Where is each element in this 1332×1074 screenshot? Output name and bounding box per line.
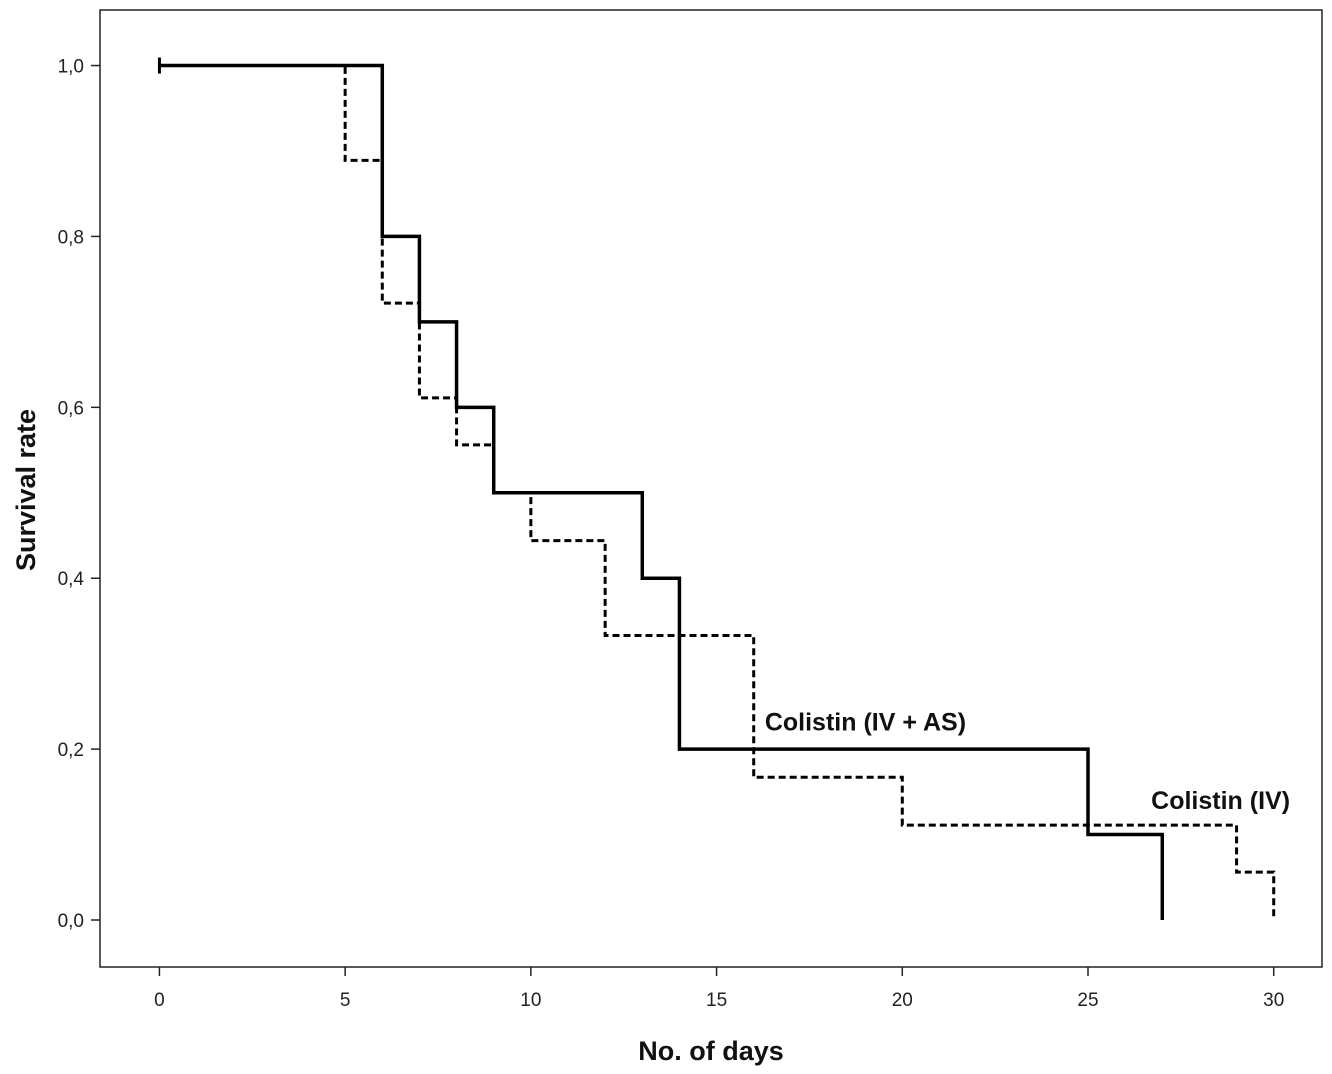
x-tick-label: 20 [892, 990, 913, 1011]
x-tick-label: 0 [154, 990, 165, 1011]
x-tick-label: 15 [706, 990, 727, 1011]
y-tick-label: 0,2 [58, 740, 84, 761]
y-axis-title: Survival rate [11, 409, 41, 571]
series-line-colistin-iv [159, 64, 1276, 921]
y-tick-label: 0,8 [58, 227, 84, 248]
y-tick-label: 0,6 [58, 398, 84, 419]
series-annotation: Colistin (IV) [1151, 787, 1290, 815]
y-tick-label: 1,0 [58, 57, 84, 78]
x-axis-ticks: 0 5 10 15 20 25 30 [154, 967, 1284, 1011]
x-axis-title: No. of days [638, 1036, 784, 1066]
annotation-layer: Colistin (IV + AS) Colistin (IV) [765, 708, 1290, 815]
x-tick-label: 30 [1263, 990, 1284, 1011]
y-tick-label: 0,4 [58, 569, 85, 590]
y-axis-ticks: 0,0 0,2 0,4 0,6 0,8 1,0 [58, 57, 100, 932]
plot-frame [99, 9, 1323, 968]
x-tick-label: 25 [1077, 990, 1098, 1011]
series-annotation: Colistin (IV + AS) [765, 708, 966, 736]
y-tick-label: 0,0 [58, 911, 84, 932]
series-layer [157, 57, 1276, 921]
x-tick-label: 10 [520, 990, 541, 1011]
x-tick-label: 5 [340, 990, 351, 1011]
